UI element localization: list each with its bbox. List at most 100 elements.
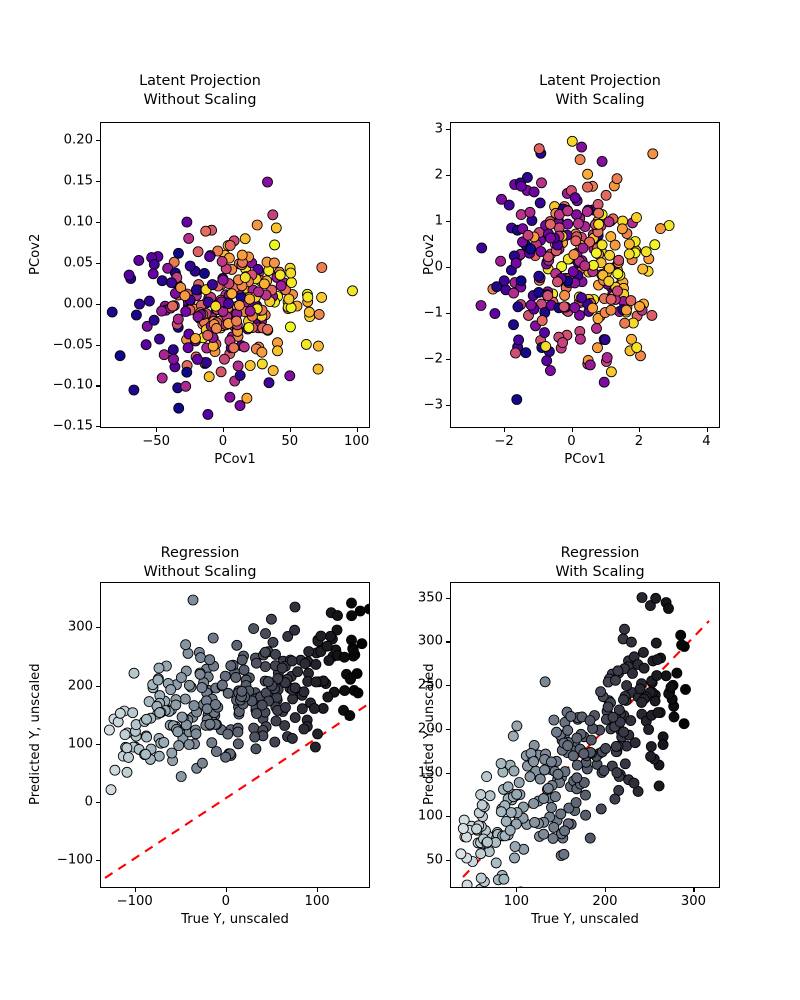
x-tick-mark <box>571 428 573 432</box>
data-point <box>272 345 283 357</box>
data-point <box>289 712 301 724</box>
data-point <box>224 391 236 403</box>
data-point <box>211 322 222 334</box>
y-tick-label: 0.15 <box>63 173 93 189</box>
data-point <box>141 713 152 725</box>
data-point <box>267 636 279 648</box>
data-point <box>276 662 288 674</box>
data-point <box>475 300 487 311</box>
x-tick-mark <box>225 888 227 892</box>
data-point <box>562 205 574 217</box>
data-point <box>513 334 525 346</box>
data-point <box>529 816 541 828</box>
y-tick-label: 350 <box>417 590 443 606</box>
data-point <box>156 372 168 384</box>
data-point <box>509 841 521 852</box>
data-point <box>280 701 291 713</box>
data-point <box>471 823 483 835</box>
data-point <box>183 679 195 691</box>
data-point <box>316 262 328 273</box>
data-point <box>612 268 624 280</box>
data-point <box>154 333 165 345</box>
panel-title-bottom-right: Regression With Scaling <box>555 545 645 580</box>
data-point <box>128 384 140 396</box>
data-point <box>203 371 215 383</box>
plot-area-top-left <box>100 122 370 428</box>
data-point <box>539 764 551 776</box>
data-point <box>207 632 219 644</box>
data-point <box>184 260 196 272</box>
data-point <box>637 263 649 275</box>
data-point <box>249 731 261 743</box>
data-point <box>269 239 281 251</box>
data-point <box>262 676 274 688</box>
data-point <box>148 314 160 326</box>
data-point <box>236 249 248 261</box>
data-point <box>167 300 179 312</box>
data-point <box>302 291 314 303</box>
data-point <box>165 684 177 696</box>
data-point <box>623 248 635 260</box>
data-point <box>289 601 301 613</box>
data-point <box>364 603 369 615</box>
data-point <box>524 206 536 218</box>
data-point <box>548 821 560 833</box>
data-point <box>613 254 625 266</box>
data-point <box>347 644 359 656</box>
data-point <box>190 728 202 740</box>
x-axis-label-top-left: PCov1 <box>214 452 256 467</box>
data-point <box>114 707 126 719</box>
data-point <box>600 189 612 201</box>
data-point <box>270 715 282 727</box>
data-point <box>496 193 507 205</box>
data-point <box>133 254 145 266</box>
data-point <box>535 246 547 257</box>
data-point <box>498 873 510 885</box>
data-point <box>222 687 234 699</box>
data-point <box>313 308 325 320</box>
data-point <box>551 726 562 738</box>
data-point <box>546 802 557 813</box>
data-point <box>222 728 234 740</box>
data-point <box>618 694 629 706</box>
data-point <box>292 666 304 678</box>
y-tick-label: 1 <box>434 213 443 229</box>
data-point <box>505 807 517 818</box>
y-tick-mark <box>446 220 450 223</box>
x-tick-label: −50 <box>142 434 171 449</box>
data-point <box>574 309 585 321</box>
y-tick-label: 150 <box>417 765 443 781</box>
data-point <box>244 305 256 317</box>
data-point <box>219 670 231 682</box>
data-point <box>582 181 593 193</box>
data-point <box>130 309 142 321</box>
data-point <box>251 219 263 231</box>
data-point <box>510 257 522 269</box>
data-point <box>579 260 591 272</box>
data-point <box>260 628 271 640</box>
data-point <box>619 317 631 329</box>
y-tick-label: −2 <box>423 351 443 367</box>
data-point <box>475 848 487 860</box>
data-point <box>609 239 621 251</box>
data-point <box>198 267 210 279</box>
data-point <box>210 746 222 757</box>
data-point <box>611 767 623 779</box>
data-point <box>511 720 523 732</box>
data-point <box>533 286 545 298</box>
data-point <box>566 135 578 147</box>
data-point <box>216 679 228 691</box>
data-point <box>192 353 203 365</box>
data-point <box>533 270 545 282</box>
data-point <box>267 365 279 377</box>
data-point <box>315 630 327 642</box>
data-point <box>649 239 661 251</box>
data-point <box>321 640 333 652</box>
plot-area-bottom-right <box>450 582 720 888</box>
x-tick-mark <box>156 428 158 432</box>
data-point <box>128 667 140 679</box>
data-point <box>183 739 195 750</box>
data-point <box>565 710 577 722</box>
y-axis-label-bottom-right: Predicted Y, unscaled <box>422 663 437 805</box>
